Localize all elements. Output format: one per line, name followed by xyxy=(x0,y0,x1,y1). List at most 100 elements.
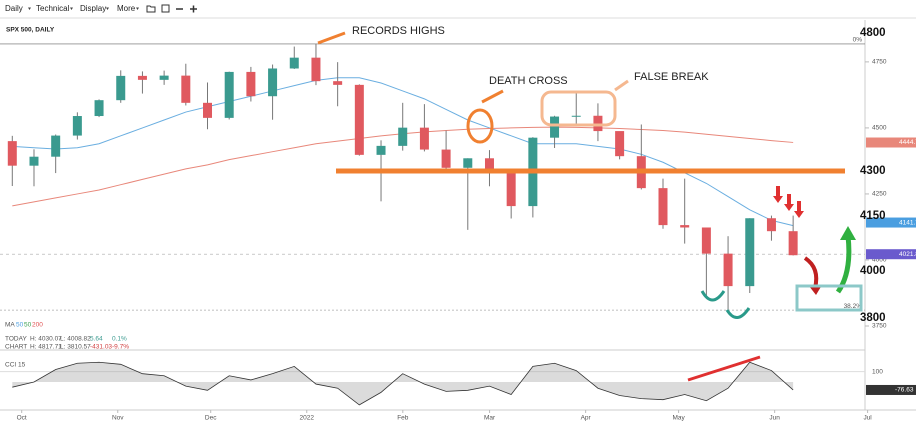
candle-body xyxy=(550,116,560,138)
candle-body xyxy=(7,141,17,166)
candle-body xyxy=(354,84,364,155)
x-tick-label: Dec xyxy=(205,415,217,422)
x-tick-label: Oct xyxy=(17,415,27,422)
stat: H: 4817.71 xyxy=(30,344,62,351)
candle-body xyxy=(376,145,386,155)
candle-body xyxy=(506,173,516,207)
pointer xyxy=(614,79,629,92)
stat: -9.7% xyxy=(112,344,129,351)
candle-body xyxy=(72,116,82,136)
stat: TODAY xyxy=(5,336,27,343)
price-tag-label: 4444.74 xyxy=(899,139,916,146)
fib-label: 0% xyxy=(853,37,863,44)
cci-label: CCI 15 xyxy=(5,362,26,369)
candle-body xyxy=(419,127,429,150)
highlight-box xyxy=(540,90,617,127)
level-label: 4800 xyxy=(860,27,886,39)
stat: 5.64 xyxy=(90,336,103,343)
divergence-line xyxy=(687,355,761,382)
plot: 3750 4000 4250 4500 4750 Oct Nov Dec 2022 Feb Mar A… xyxy=(0,37,916,422)
caret xyxy=(136,7,139,10)
candle-body xyxy=(181,75,191,103)
chart-title: SPX 500, DAILY xyxy=(6,27,55,34)
legend-period: 200 xyxy=(32,322,43,329)
bottom-mark xyxy=(725,307,751,319)
arrow-head xyxy=(840,226,856,240)
level-label: 3800 xyxy=(860,312,886,324)
zoom-in-icon[interactable] xyxy=(190,5,197,13)
annotation: FALSE BREAK xyxy=(634,71,709,83)
menu-daily[interactable]: Daily xyxy=(5,4,23,13)
stat: H: 4030.07 xyxy=(30,336,62,343)
caret xyxy=(70,7,73,10)
candle-body xyxy=(658,188,668,226)
legend-period: 50 xyxy=(24,322,32,329)
x-tick-label: Feb xyxy=(397,415,409,422)
candle-body xyxy=(246,71,256,97)
candle-body xyxy=(484,158,494,174)
candle-body xyxy=(615,131,625,157)
toolbar xyxy=(0,0,916,18)
stat: 0.1% xyxy=(112,336,127,343)
cci-area xyxy=(12,362,794,405)
candle-body xyxy=(224,71,234,118)
candle-body xyxy=(571,115,581,117)
save-icon[interactable] xyxy=(161,4,170,13)
price-tag xyxy=(866,249,916,260)
price-tag-label: 4021.82 xyxy=(899,251,916,258)
legend-label: MA xyxy=(5,322,15,329)
highlight-circle xyxy=(466,108,494,144)
price-tag xyxy=(866,137,916,148)
menu-technical[interactable]: Technical xyxy=(36,4,70,13)
candle-body xyxy=(593,115,603,132)
y-tick-label: 4500 xyxy=(872,125,887,132)
y-tick-label: 3750 xyxy=(872,323,887,330)
price-tag xyxy=(866,217,916,228)
cci-tick-label: 100 xyxy=(872,368,883,375)
stat: L: 3810.57 xyxy=(60,344,91,351)
x-tick-label: Jul xyxy=(863,415,872,422)
caret xyxy=(106,7,109,10)
candle-body xyxy=(766,218,776,232)
caret xyxy=(28,7,31,10)
candle-body xyxy=(701,227,711,254)
stat: -431.03 xyxy=(90,344,112,351)
fib-label: 38.2% xyxy=(844,303,863,310)
y-tick-label: 4250 xyxy=(872,191,887,198)
x-tick-label: Apr xyxy=(581,415,592,422)
bottom-mark xyxy=(700,290,726,302)
target-zone xyxy=(795,284,863,312)
cci-tag-label: -76.63 xyxy=(895,387,914,394)
down-arrows xyxy=(773,186,804,218)
candle-body xyxy=(116,75,126,101)
y-tick-label: 4000 xyxy=(872,257,887,264)
stat: CHART xyxy=(5,344,27,351)
moving-average xyxy=(12,77,794,227)
pointer xyxy=(317,31,346,45)
candle-body xyxy=(333,81,343,85)
candle-body xyxy=(441,149,451,168)
candle-body xyxy=(29,156,39,166)
candle-body xyxy=(680,225,690,228)
candle-body xyxy=(203,102,213,118)
x-tick-label: 2022 xyxy=(300,415,315,422)
pointer xyxy=(481,89,504,104)
candle-body xyxy=(289,57,299,69)
x-tick-label: Nov xyxy=(112,415,124,422)
open-icon[interactable] xyxy=(146,5,156,13)
price-tag-label: 4141.72 xyxy=(899,219,916,226)
legend-period: 50 xyxy=(16,322,24,329)
cci-tag xyxy=(866,384,916,395)
level-label: 4000 xyxy=(860,265,886,277)
candle-body xyxy=(51,135,61,157)
menu-more[interactable]: More xyxy=(117,4,136,13)
candle-body xyxy=(745,218,755,287)
x-tick-label: May xyxy=(672,415,685,422)
stat: L: 4008.82 xyxy=(60,336,91,343)
candle-body xyxy=(94,100,104,117)
forecast-arrow-up xyxy=(835,235,852,294)
menu-display[interactable]: Display xyxy=(80,4,106,13)
level-label: 4150 xyxy=(860,210,886,222)
forecast-arrow-down xyxy=(803,256,819,289)
